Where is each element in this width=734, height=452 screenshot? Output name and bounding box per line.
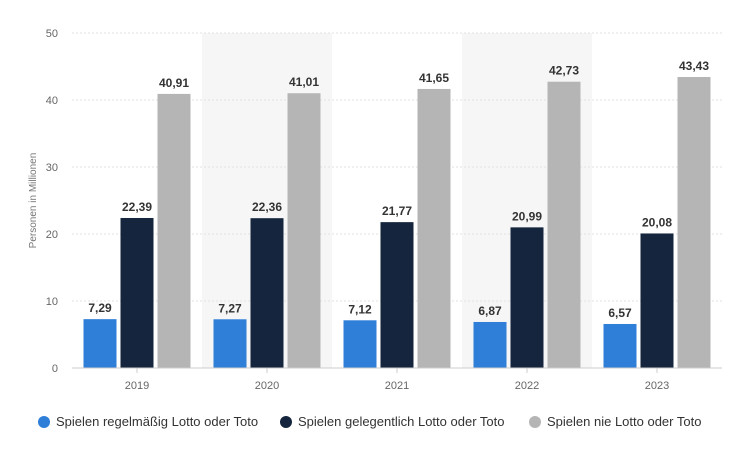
legend-label-3: Spielen nie Lotto oder Toto [547,414,701,429]
data-label: 21,77 [382,204,412,218]
legend-label-1: Spielen regelmäßig Lotto oder Toto [56,414,258,429]
y-tick-label: 10 [46,296,58,308]
bar-2023-series-3 [677,77,711,369]
data-label: 40,91 [159,76,189,90]
x-axis: 2019 2020 2021 2022 2023 [72,367,722,392]
x-tick-label: 2020 [255,380,279,392]
data-label: 7,29 [88,301,112,315]
y-tick-label: 40 [46,95,58,107]
bar-2019-series-2 [120,217,154,368]
bar-2022-series-3 [547,81,581,369]
legend: Spielen regelmäßig Lotto oder Toto Spiele… [38,414,701,429]
bar-2021-series-1 [343,320,377,368]
x-tick-label: 2023 [645,380,669,392]
x-tick-label: 2019 [125,380,149,392]
value-labels: 7,29 22,39 40,91 7,27 22,36 41,01 7,12 21,77 41,… [88,59,709,320]
data-label: 43,43 [679,59,709,73]
y-tick-label: 30 [46,162,58,174]
data-label: 20,08 [642,215,672,229]
y-axis-label: Personen in Millionen [28,153,39,249]
bars [83,77,711,369]
bar-2019-series-1 [83,319,117,368]
bar-2023-series-1 [603,323,637,368]
y-axis: 0 10 20 30 40 50 [46,28,58,375]
bar-2020-series-3 [287,93,321,368]
data-label: 6,57 [608,306,632,320]
data-label: 22,39 [122,200,152,214]
bar-2020-series-2 [250,218,284,368]
data-label: 20,99 [512,209,542,223]
y-tick-label: 20 [46,229,58,241]
legend-marker-2 [280,416,292,428]
bar-2020-series-1 [213,319,247,368]
y-tick-label: 50 [46,28,58,40]
data-label: 7,27 [218,301,242,315]
legend-marker-1 [38,416,50,428]
bar-2021-series-2 [380,222,414,368]
data-label: 22,36 [252,200,282,214]
data-label: 41,01 [289,75,319,89]
data-label: 41,65 [419,71,449,85]
bar-2022-series-2 [510,227,544,368]
x-tick-label: 2022 [515,380,539,392]
bar-2023-series-2 [640,233,674,368]
data-label: 42,73 [549,64,579,78]
legend-label-2: Spielen gelegentlich Lotto oder Toto [298,414,504,429]
bar-2019-series-3 [157,93,191,368]
data-label: 6,87 [478,304,502,318]
x-tick-label: 2021 [385,380,409,392]
bar-2022-series-1 [473,321,507,368]
legend-marker-3 [529,416,541,428]
y-tick-label: 0 [52,363,58,375]
data-label: 7,12 [348,302,372,316]
bar-2021-series-3 [417,88,451,368]
